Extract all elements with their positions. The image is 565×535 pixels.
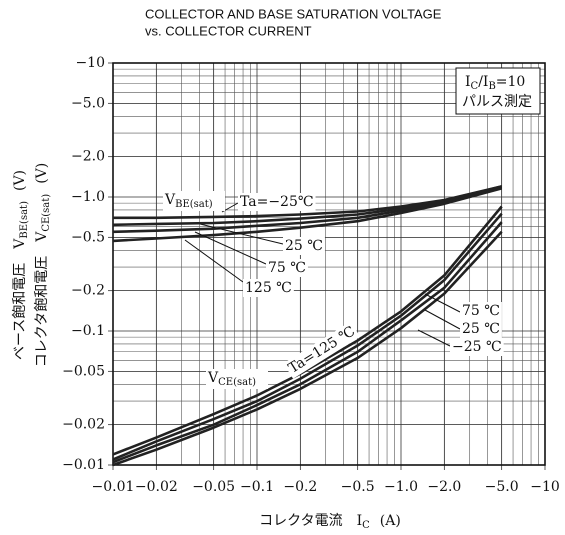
series-label: −25 ℃	[452, 339, 502, 355]
label-background	[243, 279, 294, 297]
leader-line	[417, 329, 451, 347]
x-tick-label: −10	[530, 479, 560, 495]
series-line	[112, 185, 503, 227]
axis-title-part: ベース飽和電圧	[11, 263, 28, 360]
series-line	[113, 185, 502, 220]
leader-line	[424, 309, 461, 330]
condition-text-part: B	[488, 81, 495, 92]
group-label: VCE(sat)	[207, 370, 256, 388]
label-background	[283, 237, 325, 255]
condition-text-part: C	[471, 81, 479, 92]
group-label-part: CE(sat)	[218, 377, 256, 388]
label-background	[460, 302, 502, 320]
x-tick-label: −5.0	[485, 479, 519, 495]
condition-text: IC/IB=10	[465, 74, 525, 92]
series-label: 75 ℃	[462, 303, 500, 319]
x-tick-label: −0.1	[240, 479, 274, 495]
label-background	[283, 321, 361, 379]
series-line	[112, 212, 503, 461]
x-tick-label: −2.0	[427, 479, 461, 495]
label-background	[163, 191, 225, 211]
axis-title-part: (V)	[34, 163, 50, 184]
label-background	[266, 259, 308, 277]
condition-text-part: I	[465, 74, 471, 90]
x-tick-label: −0.2	[283, 479, 317, 495]
chart-title: COLLECTOR AND BASE SATURATION VOLTAGE	[145, 6, 442, 21]
y-tick-label: −0.1	[71, 323, 105, 339]
leader-line	[199, 223, 284, 245]
series-label: 25 ℃	[462, 321, 500, 337]
series-label: 25 ℃	[285, 238, 323, 254]
x-tick-label: −0.01	[92, 479, 135, 495]
y-tick-label: −2.0	[71, 149, 105, 165]
condition-text-part: /I	[478, 74, 488, 90]
x-tick-label: −0.05	[192, 479, 235, 495]
axis-title: コレクタ飽和電圧 VCE(sat) (V)	[33, 163, 52, 368]
y-tick-label: −0.05	[62, 363, 105, 379]
axis-title-part: CE(sat)	[41, 194, 52, 232]
axis-title-part: V	[12, 238, 28, 250]
x-tick-label: −0.5	[341, 479, 375, 495]
y-tick-label: −0.2	[71, 283, 105, 299]
y-tick-label: −1.0	[71, 189, 105, 205]
y-tick-label: −5.0	[71, 95, 105, 111]
y-tick-label: −10	[75, 55, 105, 71]
x-tick-label: −1.0	[384, 479, 418, 495]
group-label: VBE(sat)	[164, 192, 213, 210]
chart-subtitle: vs. COLLECTOR CURRENT	[145, 23, 312, 38]
axis-title-part: (A)	[380, 513, 401, 529]
series-line	[112, 186, 503, 234]
y-tick-label: −0.02	[62, 417, 105, 433]
axis-title: コレクタ電流 IC (A)	[259, 513, 401, 531]
condition-text: パルス測定	[462, 94, 532, 110]
label-background	[450, 338, 504, 356]
axis-title-part: コレクタ電流	[259, 513, 342, 529]
plot-border	[112, 62, 546, 466]
series-line	[112, 230, 503, 467]
series-line	[112, 221, 503, 464]
axis-title-part: C	[362, 520, 370, 531]
y-tick-label: −0.5	[71, 229, 105, 245]
label-background	[460, 320, 502, 338]
axis-title-part: V	[34, 231, 50, 243]
group-label-part: V	[164, 192, 176, 208]
axis-title-part: BE(sat)	[19, 201, 30, 239]
condition-text-part: =10	[496, 74, 526, 90]
series-label: 75 ℃	[268, 260, 306, 276]
axis-title-part: コレクタ飽和電圧	[33, 256, 50, 367]
group-label-part: BE(sat)	[175, 199, 213, 210]
y-tick-label: −0.01	[62, 457, 105, 473]
x-tick-label: −0.02	[135, 479, 178, 495]
label-background	[206, 369, 268, 389]
axis-title: ベース飽和電圧 VBE(sat) (V)	[11, 170, 30, 360]
leader-line	[194, 231, 267, 265]
series-label: Ta=−25℃	[240, 194, 314, 210]
leader-line	[424, 293, 461, 313]
series-label: 125 ℃	[245, 280, 292, 296]
label-background	[238, 193, 316, 211]
leader-line	[184, 239, 244, 283]
condition-box	[455, 67, 541, 115]
axis-title-part: I	[357, 513, 363, 529]
axis-title-part: (V)	[12, 170, 28, 191]
group-label-part: V	[207, 370, 219, 386]
series-line	[112, 187, 503, 243]
